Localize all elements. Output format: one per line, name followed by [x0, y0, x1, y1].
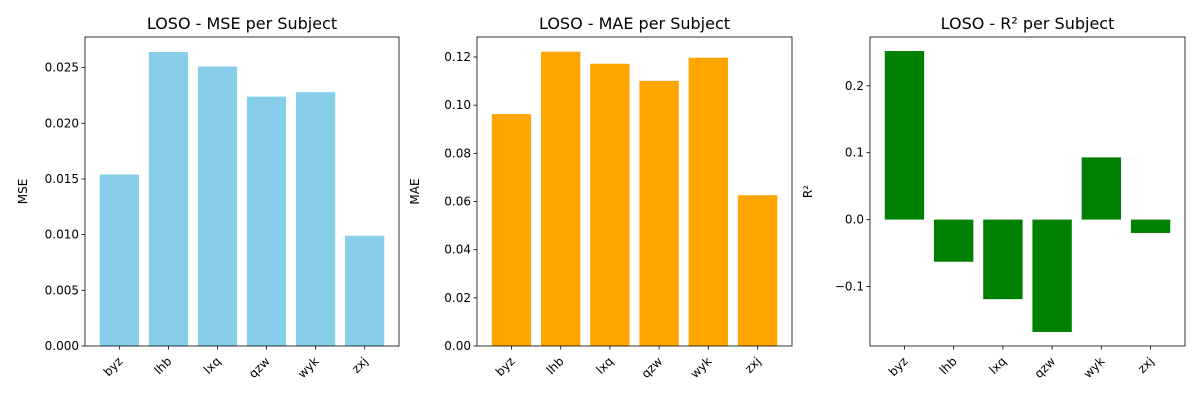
- y-tick-label: 0.015: [45, 172, 79, 186]
- x-tick-label: lhb: [152, 354, 175, 377]
- x-tick-label: byz: [493, 354, 518, 379]
- bar-wyk: [295, 92, 336, 346]
- y-tick-label: 0.08: [444, 146, 471, 160]
- y-tick-label: 0.000: [45, 339, 79, 353]
- y-tick-label: 0.00: [444, 339, 471, 353]
- y-tick-label: 0.10: [444, 98, 471, 112]
- x-tick-label: byz: [886, 354, 911, 379]
- y-tick-label: 0.04: [444, 243, 471, 257]
- bar-byz: [884, 51, 925, 220]
- y-axis-label: MAE: [408, 178, 422, 204]
- x-tick-label: qzw: [639, 354, 666, 381]
- bar-byz: [99, 174, 139, 346]
- plot-frame: [476, 36, 793, 347]
- mae-chart: LOSO - MAE per Subject MAE 0.00 0.02 0.04 0…: [408, 14, 793, 381]
- y-tick-label: 0.025: [45, 61, 79, 75]
- plot-frame: [869, 36, 1186, 347]
- x-tick-label: wyk: [1081, 354, 1108, 381]
- y-tick-label: 0.02: [444, 291, 471, 305]
- x-tick-label: lxq: [986, 354, 1009, 377]
- y-tick-label: 0.0: [845, 213, 864, 227]
- bar-lhb: [148, 52, 189, 346]
- x-tick-label: byz: [101, 354, 126, 379]
- plot-frame: [84, 36, 400, 347]
- bar-lhb: [540, 51, 581, 347]
- bar-wyk: [1081, 157, 1122, 220]
- mse-chart: LOSO - MSE per Subject MSE 0.000 0.005 0.0…: [16, 14, 400, 381]
- x-tick-label: zxj: [349, 354, 371, 376]
- y-tick-label: 0.06: [444, 194, 471, 208]
- x-tick-label: lhb: [937, 354, 960, 377]
- bar-wyk: [688, 57, 729, 346]
- bar-byz: [491, 114, 532, 346]
- x-tick-label: qzw: [1032, 354, 1059, 381]
- x-tick-label: wyk: [688, 354, 715, 381]
- bar-lxq: [197, 66, 238, 346]
- bar-zxj: [345, 235, 385, 346]
- y-tick-label: −0.1: [835, 279, 864, 293]
- x-tick-label: lxq: [201, 354, 224, 377]
- bar-qzw: [639, 80, 679, 347]
- bar-lhb: [933, 219, 974, 262]
- y-tick-label: 0.2: [845, 79, 864, 93]
- y-tick-label: 0.005: [45, 283, 79, 297]
- chart-title: LOSO - R² per Subject: [941, 14, 1115, 33]
- chart-title: LOSO - MSE per Subject: [147, 14, 337, 33]
- bar-zxj: [737, 195, 778, 346]
- y-tick-label: 0.1: [845, 146, 864, 160]
- x-tick-label: qzw: [246, 354, 273, 381]
- bar-qzw: [1032, 219, 1072, 332]
- x-tick-label: lxq: [593, 354, 616, 377]
- r2-chart: LOSO - R² per Subject R² −0.1 0.0 0.1 0.2 by…: [801, 14, 1186, 381]
- chart-title: LOSO - MAE per Subject: [539, 14, 730, 33]
- y-axis-label: R²: [801, 185, 815, 198]
- x-tick-label: lhb: [544, 354, 567, 377]
- bar-qzw: [246, 96, 287, 347]
- x-tick-label: wyk: [295, 354, 322, 381]
- y-tick-label: 0.010: [45, 228, 79, 242]
- x-tick-label: zxj: [1135, 354, 1157, 376]
- x-tick-label: zxj: [742, 354, 764, 376]
- bar-lxq: [983, 219, 1023, 300]
- y-tick-label: 0.12: [444, 50, 471, 64]
- bar-lxq: [590, 63, 630, 347]
- y-tick-label: 0.020: [45, 116, 79, 130]
- y-axis-label: MSE: [16, 179, 30, 205]
- bar-zxj: [1130, 219, 1171, 233]
